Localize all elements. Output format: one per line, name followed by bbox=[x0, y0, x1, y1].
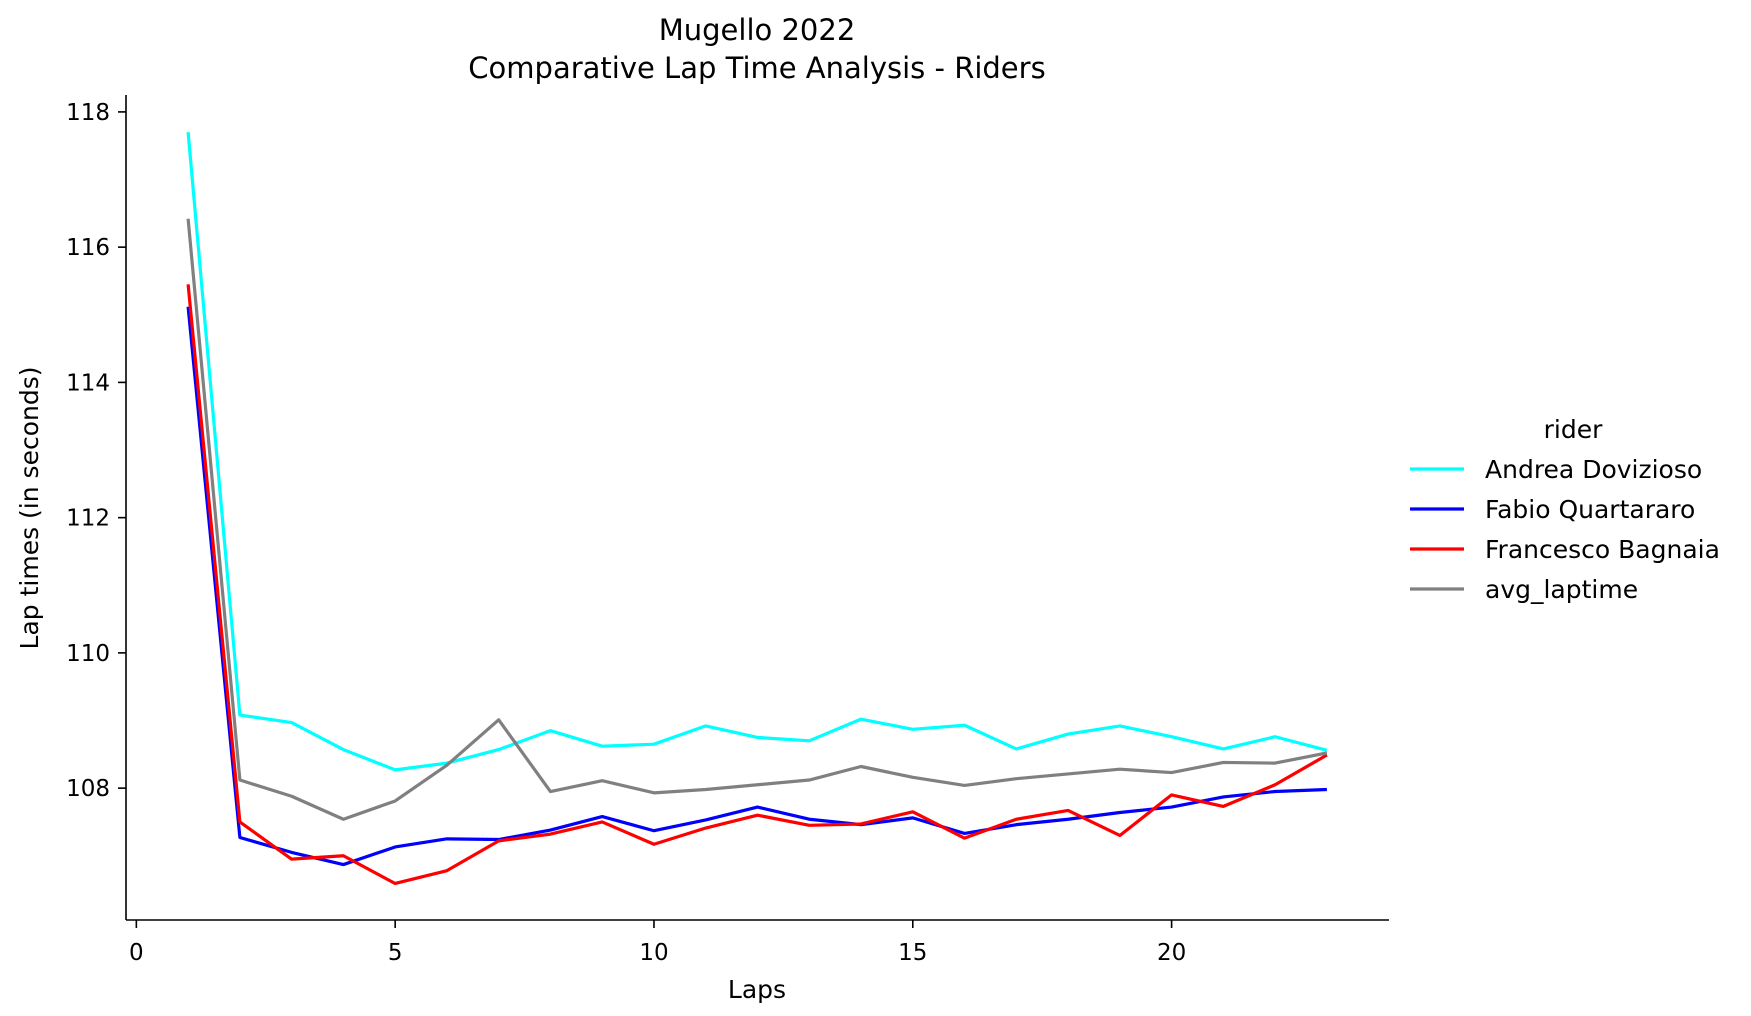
legend-label-3: Francesco Bagnaia bbox=[1485, 535, 1720, 564]
x-axis-label: Laps bbox=[728, 975, 786, 1004]
y-tick-label: 114 bbox=[66, 370, 110, 396]
series-line-2 bbox=[186, 306, 1327, 867]
series-line-4 bbox=[186, 218, 1328, 821]
plot-lines bbox=[186, 132, 1328, 886]
x-ticks: 0 5 10 15 20 bbox=[129, 920, 1186, 966]
chart-title-line2: Comparative Lap Time Analysis - Riders bbox=[468, 51, 1045, 85]
y-ticks: 108 110 112 114 116 118 bbox=[66, 100, 126, 802]
y-tick-label: 118 bbox=[66, 100, 110, 126]
x-tick-label: 20 bbox=[1157, 940, 1186, 966]
legend-entries: Andrea Dovizioso Fabio Quartararo Francesc… bbox=[1410, 455, 1720, 604]
x-tick-label: 0 bbox=[129, 940, 144, 966]
legend-label-1: Andrea Dovizioso bbox=[1485, 455, 1702, 484]
series-line-3 bbox=[186, 284, 1328, 886]
legend-title: rider bbox=[1544, 415, 1603, 444]
legend-label-2: Fabio Quartararo bbox=[1485, 495, 1695, 524]
x-tick-label: 15 bbox=[898, 940, 927, 966]
y-tick-label: 112 bbox=[66, 506, 110, 532]
chart-title-line1: Mugello 2022 bbox=[659, 13, 856, 47]
y-tick-label: 116 bbox=[66, 235, 110, 261]
y-axis-label: Lap times (in seconds) bbox=[15, 367, 44, 650]
series-line-1 bbox=[186, 132, 1328, 772]
legend-label-4: avg_laptime bbox=[1485, 575, 1638, 604]
y-tick-label: 110 bbox=[66, 641, 110, 667]
x-tick-label: 5 bbox=[388, 940, 403, 966]
y-tick-label: 108 bbox=[66, 776, 110, 802]
legend: rider Andrea Dovizioso Fabio Quartararo Fr… bbox=[1410, 415, 1720, 604]
x-tick-label: 10 bbox=[639, 940, 668, 966]
